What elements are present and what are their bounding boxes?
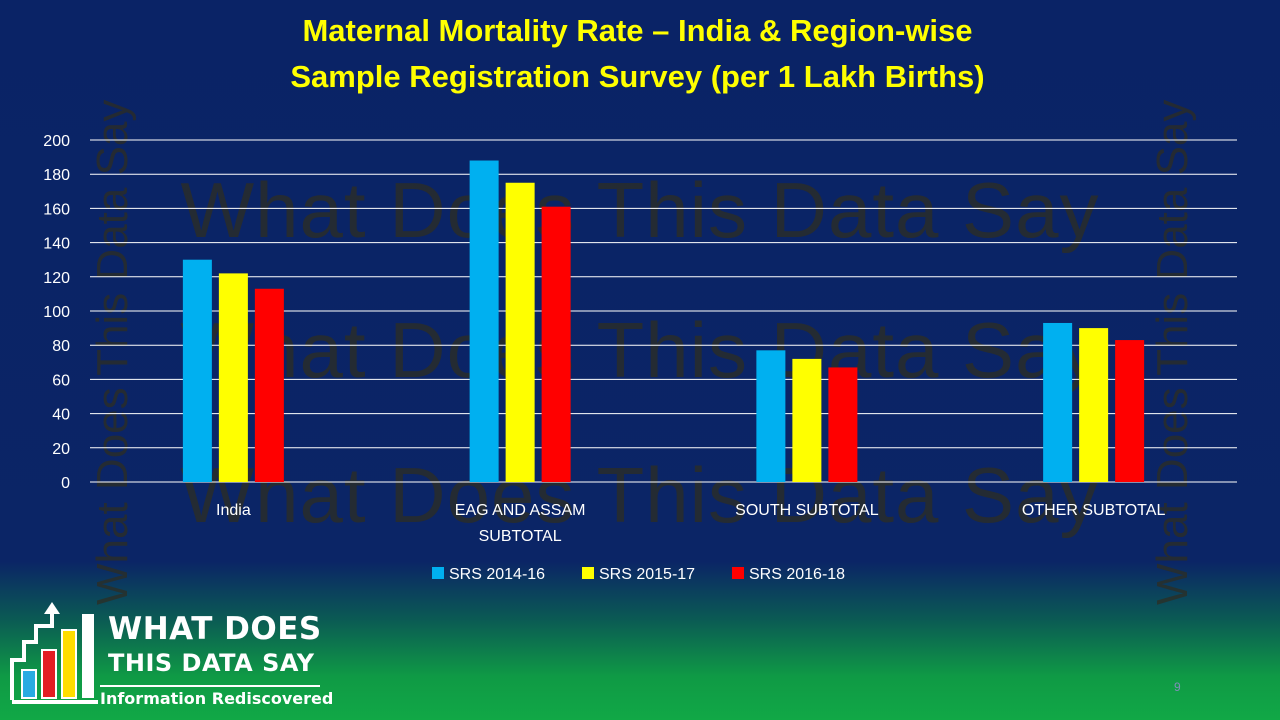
y-tick-label: 140 [43,236,70,253]
y-tick-label: 160 [43,201,70,218]
title-line-2: Sample Registration Survey (per 1 Lakh B… [290,59,985,94]
bar [828,367,858,482]
bar-chart: 0 20 40 60 80 100 120 140 160 180 200 India EAG AND … [43,133,1166,583]
bar-chart-logo-icon [10,602,98,704]
bar [756,350,786,482]
legend-label: SRS 2015-17 [599,566,695,583]
page-number: 9 [1174,680,1181,694]
y-tick-label: 120 [43,270,70,287]
x-tick-label: SOUTH SUBTOTAL [735,502,879,519]
legend-label: SRS 2016-18 [749,566,845,583]
x-tick-label: EAG AND ASSAM [455,502,586,519]
bar [792,358,822,482]
bar [1079,328,1109,482]
logo-title-line-2: THIS DATA SAY [108,649,315,677]
bar [1043,322,1073,482]
x-tick-label: India [216,502,251,519]
bar [1115,340,1145,482]
legend-swatch [582,567,594,579]
x-tick-label: OTHER SUBTOTAL [1022,502,1166,519]
y-tick-label: 20 [52,441,70,458]
bar [218,273,248,482]
bar [182,259,212,482]
slide-title: Maternal Mortality Rate – India & Region… [0,8,1275,100]
bar [469,160,499,482]
legend-swatch [732,567,744,579]
y-tick-label: 0 [61,475,70,492]
y-tick-label: 60 [52,372,70,389]
y-tick-label: 80 [52,338,70,355]
bar [254,288,284,482]
logo-tagline: Information Rediscovered [100,689,334,708]
bar [505,182,535,482]
y-tick-label: 40 [52,407,70,424]
legend-label: SRS 2014-16 [449,566,545,583]
y-tick-label: 180 [43,167,70,184]
x-tick-label: SUBTOTAL [479,528,562,545]
logo-divider [100,685,320,687]
brand-logo: WHAT DOES THIS DATA SAY Information Redi… [8,600,333,712]
y-tick-label: 200 [43,133,70,150]
bar [541,206,571,482]
y-tick-label: 100 [43,304,70,321]
title-line-1: Maternal Mortality Rate – India & Region… [302,13,973,48]
legend-swatch [432,567,444,579]
logo-title-line-1: WHAT DOES [108,611,322,647]
